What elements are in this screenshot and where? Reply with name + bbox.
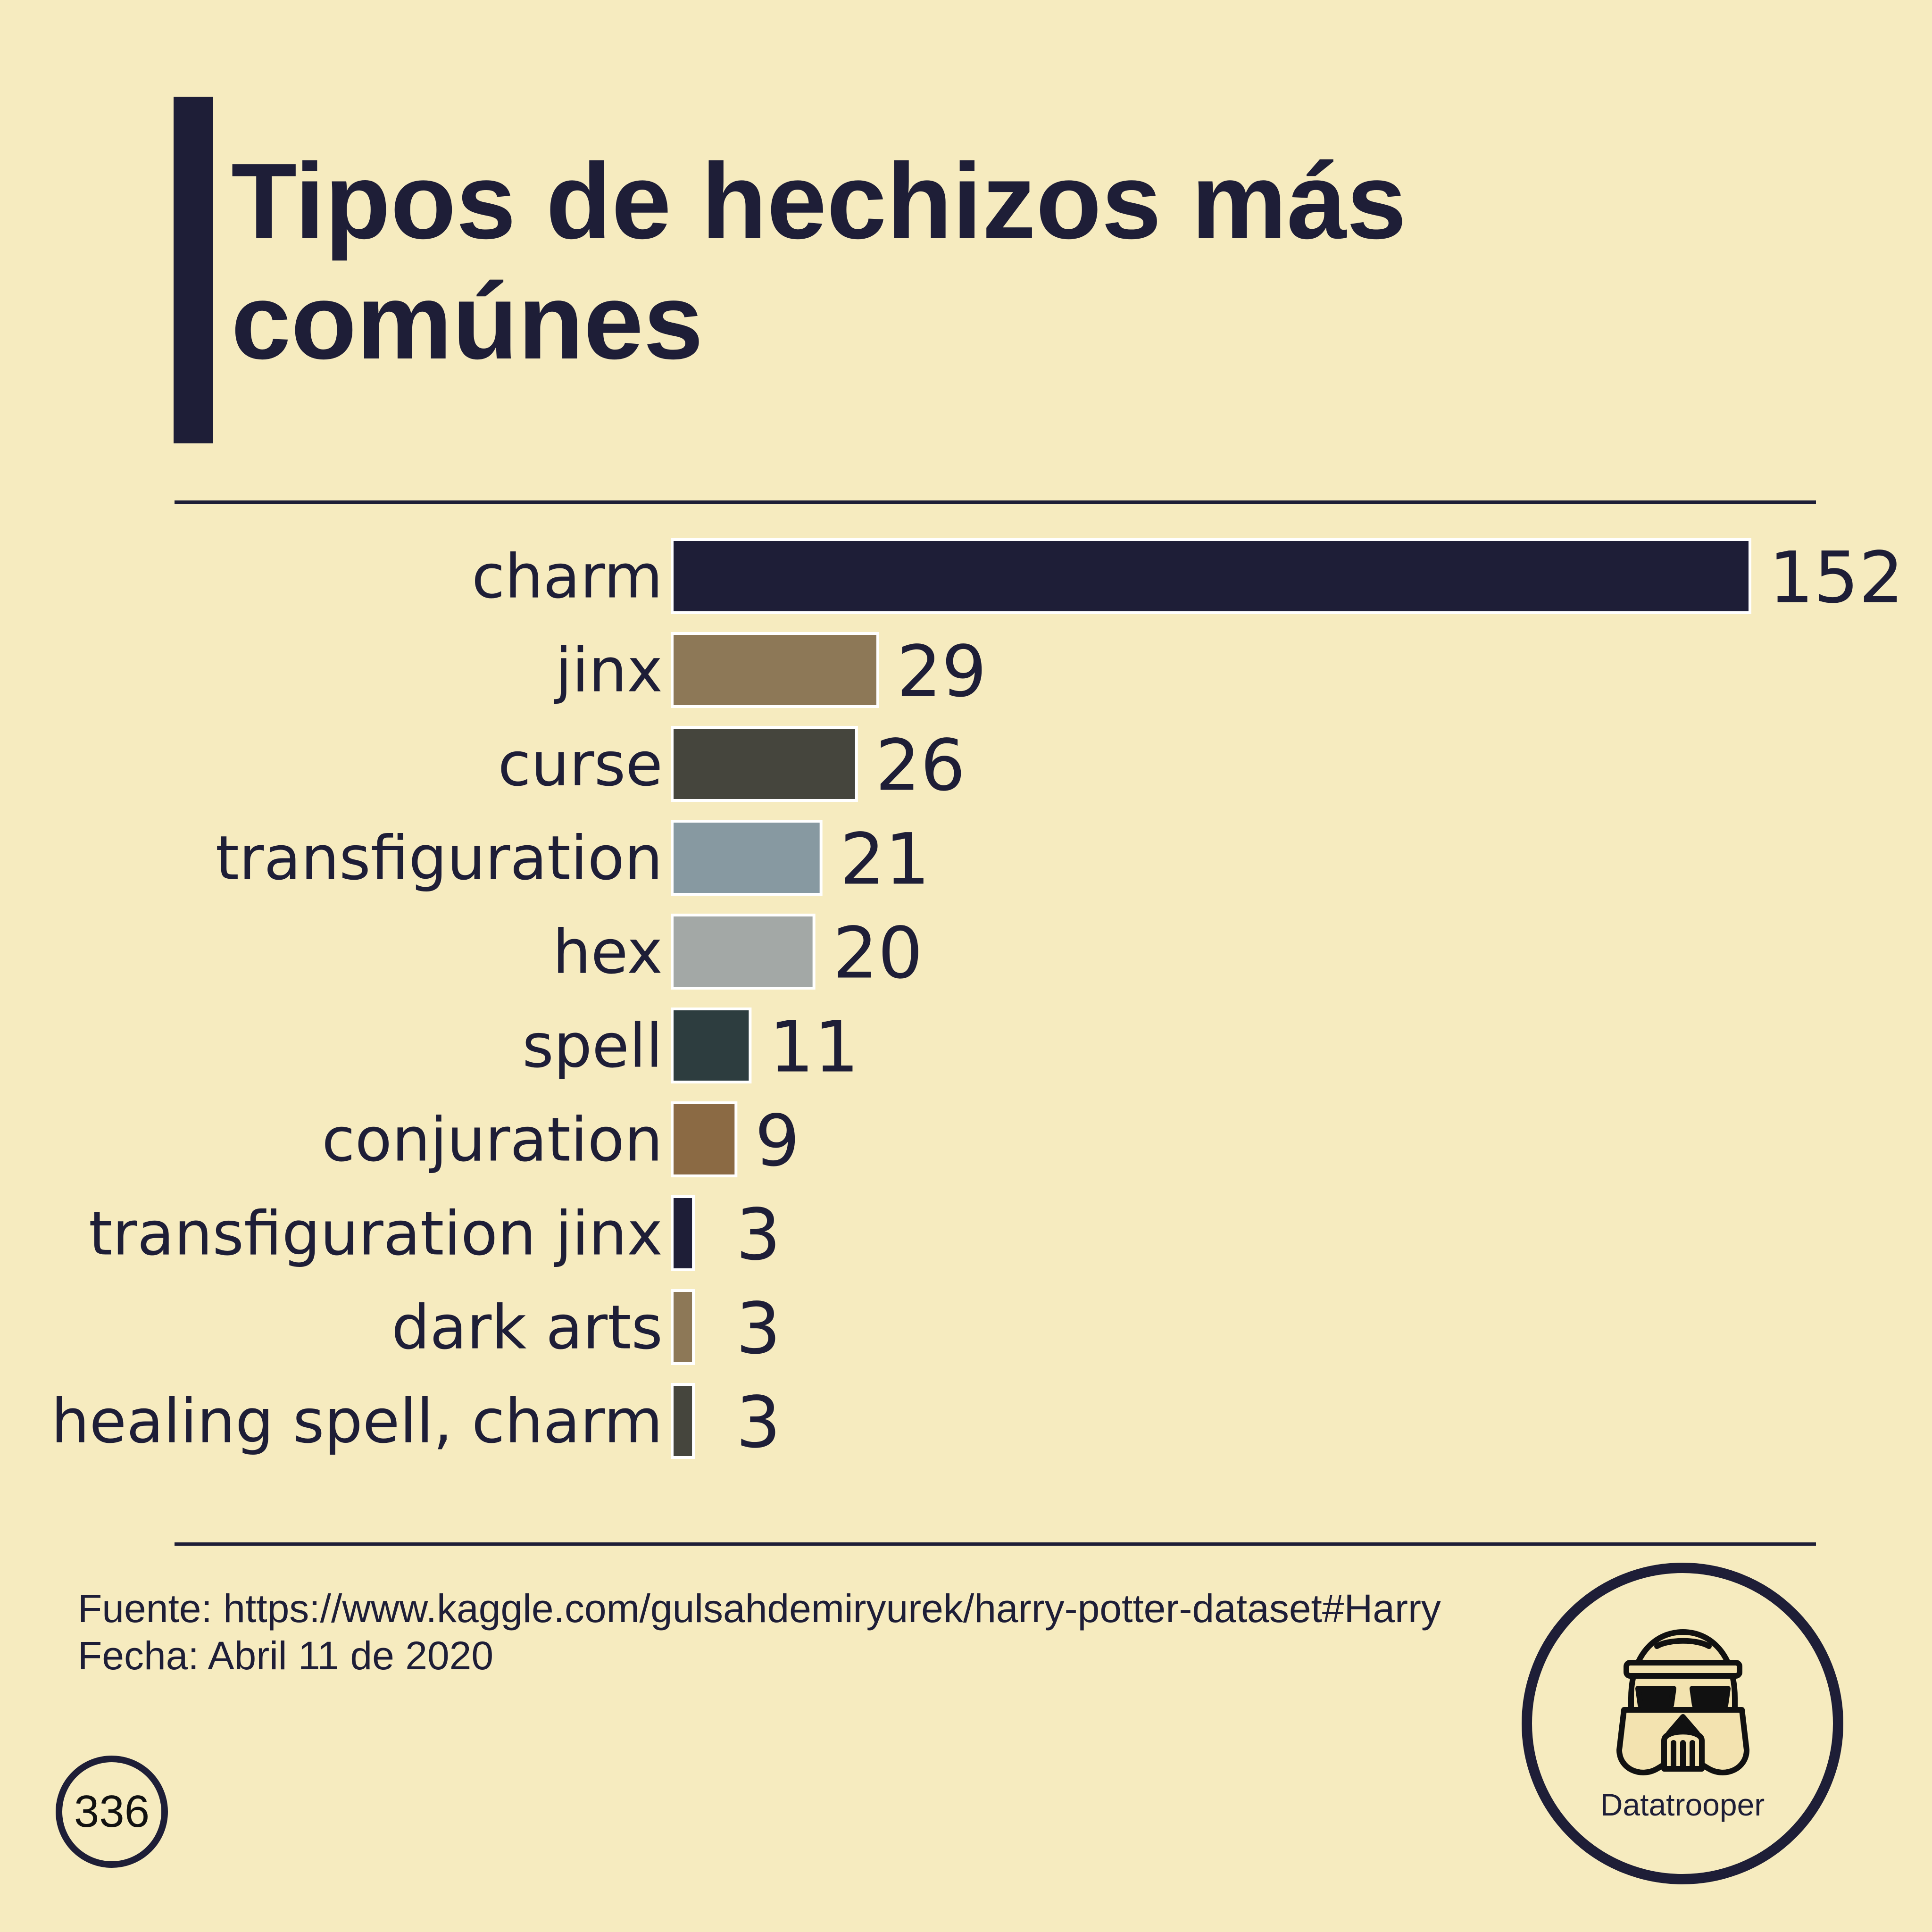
bar-1 (671, 632, 879, 708)
top-divider (175, 500, 1816, 504)
bar-7 (671, 1195, 695, 1271)
value-label: 21 (840, 819, 930, 901)
stormtrooper-helmet-icon (1616, 1629, 1749, 1775)
value-label: 26 (875, 725, 966, 807)
category-label: transfiguration jinx (89, 1199, 663, 1269)
category-label: curse (498, 730, 663, 800)
category-label: healing spell, charm (51, 1387, 663, 1457)
bar-8 (671, 1289, 695, 1365)
page-number: 336 (74, 1786, 150, 1837)
category-label: spell (522, 1011, 663, 1082)
bar-5 (671, 1008, 752, 1083)
value-label: 9 (755, 1100, 799, 1183)
category-labels: charm jinx curse transfiguration hex spell con… (51, 542, 663, 1457)
value-label: 152 (1769, 537, 1904, 619)
title-accent-bar (174, 97, 213, 443)
value-label: 29 (897, 631, 987, 713)
value-label: 20 (833, 913, 923, 995)
bar-6 (671, 1101, 738, 1177)
chart-title: Tipos de hechizos más comúnes (231, 142, 1407, 382)
brand-name: Datatrooper (1600, 1787, 1765, 1822)
bar-9 (671, 1383, 695, 1459)
category-label: transfiguration (216, 824, 663, 894)
value-label: 3 (736, 1194, 781, 1276)
bottom-divider (175, 1542, 1816, 1546)
value-labels: 152 29 26 21 20 11 9 3 3 3 (736, 537, 1904, 1464)
bar-0 (671, 538, 1751, 614)
category-label: charm (472, 542, 663, 612)
category-label: hex (553, 917, 663, 988)
category-label: jinx (554, 636, 663, 706)
value-label: 3 (736, 1382, 781, 1464)
date-note: Fecha: Abril 11 de 2020 (78, 1633, 494, 1678)
source-note: Fuente: https://www.kaggle.com/gulsahdem… (78, 1586, 1441, 1631)
bar-3 (671, 820, 823, 896)
value-label: 11 (769, 1007, 859, 1089)
category-label: dark arts (391, 1293, 663, 1363)
value-label: 3 (736, 1288, 781, 1370)
bars (671, 538, 1751, 1459)
page-number-badge: 336 (56, 1756, 168, 1868)
bar-2 (671, 726, 858, 802)
bar-4 (671, 914, 816, 990)
category-label: conjuration (322, 1105, 663, 1175)
